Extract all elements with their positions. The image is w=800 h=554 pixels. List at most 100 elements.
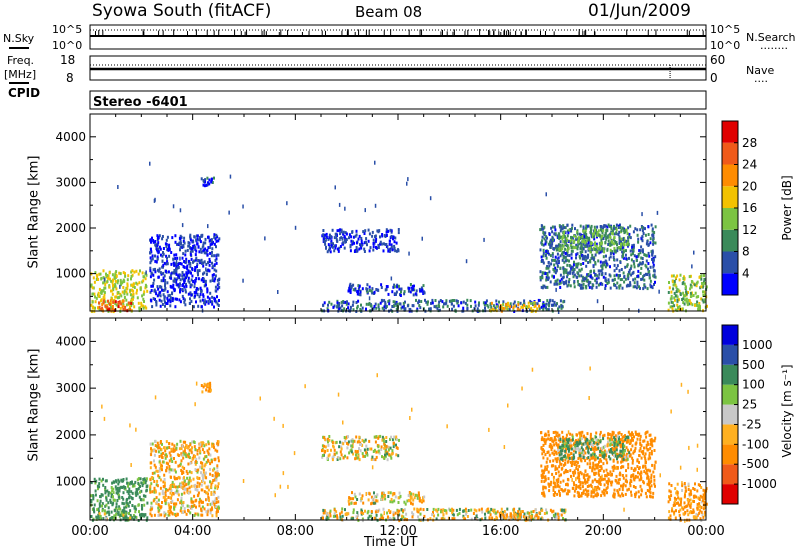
data-cell	[100, 277, 103, 281]
data-cell	[475, 516, 478, 520]
data-cell	[536, 307, 539, 311]
data-cell	[181, 465, 184, 469]
data-cell	[652, 258, 655, 262]
data-cell	[572, 474, 575, 477]
data-cell	[683, 282, 686, 286]
data-cell	[437, 507, 440, 511]
data-cell	[612, 238, 615, 242]
data-cell	[181, 485, 184, 489]
data-cell	[374, 458, 377, 462]
data-cell	[95, 273, 98, 277]
data-cell	[205, 510, 208, 514]
data-cell	[546, 265, 549, 268]
data-cell	[167, 462, 170, 466]
data-cell	[117, 478, 120, 482]
data-cell	[371, 287, 374, 291]
data-cell	[645, 495, 648, 499]
data-cell	[376, 229, 379, 233]
data-cell	[216, 470, 219, 474]
data-cell	[504, 304, 507, 308]
data-cell	[619, 278, 622, 282]
data-cell	[192, 477, 195, 481]
data-cell	[510, 512, 512, 516]
data-cell	[554, 279, 557, 283]
data-cell	[599, 458, 602, 461]
data-cell	[380, 242, 383, 246]
data-cell	[362, 501, 365, 505]
data-cell	[645, 242, 648, 246]
data-cell	[382, 438, 385, 442]
data-cell	[549, 280, 552, 284]
data-cell	[624, 484, 627, 488]
data-cell	[196, 494, 199, 498]
data-cell	[93, 503, 96, 507]
data-cell	[562, 300, 565, 304]
data-cell	[198, 238, 201, 242]
data-cell	[130, 270, 133, 274]
data-cell	[322, 229, 325, 232]
data-cell	[167, 513, 170, 517]
data-cell	[183, 479, 186, 483]
data-cell	[596, 234, 599, 237]
data-cell	[98, 516, 101, 520]
data-cell	[130, 275, 133, 278]
data-cell	[377, 288, 380, 292]
beam-title: Beam 08	[355, 3, 423, 21]
data-cell	[190, 471, 193, 475]
data-cell	[624, 228, 627, 232]
data-cell	[574, 237, 577, 241]
data-cell	[404, 502, 407, 506]
data-cell	[615, 267, 618, 270]
data-cell-sparse	[264, 236, 266, 241]
data-cell	[406, 499, 409, 503]
data-cell	[216, 466, 219, 470]
data-cell	[189, 511, 192, 515]
data-cell	[629, 236, 632, 240]
data-cell	[164, 279, 167, 282]
data-cell	[169, 284, 172, 288]
data-cell	[168, 465, 171, 468]
data-cell	[621, 226, 624, 230]
data-cell	[639, 262, 642, 266]
data-cell	[195, 277, 198, 280]
data-cell	[142, 480, 145, 484]
data-cell	[595, 244, 598, 248]
data-cell	[356, 498, 359, 501]
data-cell	[358, 458, 361, 462]
data-cell	[195, 238, 198, 242]
data-cell	[381, 438, 384, 442]
data-cell	[126, 497, 129, 501]
data-cell	[627, 273, 630, 277]
data-cell	[585, 277, 588, 281]
data-cell	[378, 451, 381, 455]
data-cell	[208, 260, 211, 263]
data-cell	[609, 286, 612, 290]
data-cell	[201, 479, 203, 483]
data-cell	[210, 180, 213, 184]
data-cell	[604, 488, 607, 492]
data-cell	[328, 245, 331, 249]
data-cell	[154, 290, 157, 294]
data-cell	[101, 289, 104, 293]
data-cell	[566, 248, 569, 252]
data-cell	[347, 435, 349, 439]
data-cell	[640, 493, 643, 497]
data-cell	[360, 497, 363, 501]
data-cell	[135, 269, 138, 273]
data-cell	[157, 498, 160, 502]
data-cell	[625, 243, 628, 247]
data-cell	[212, 479, 215, 482]
data-cell	[423, 495, 426, 499]
data-cell	[198, 269, 201, 273]
data-cell	[368, 492, 371, 496]
data-cell	[203, 184, 206, 188]
data-cell	[683, 294, 686, 298]
data-cell	[177, 285, 180, 289]
data-cell	[115, 270, 118, 274]
data-cell	[132, 295, 135, 299]
data-cell	[92, 286, 95, 290]
data-cell	[323, 436, 326, 440]
data-cell	[339, 517, 342, 521]
data-cell	[180, 452, 183, 456]
data-cell	[616, 258, 619, 262]
